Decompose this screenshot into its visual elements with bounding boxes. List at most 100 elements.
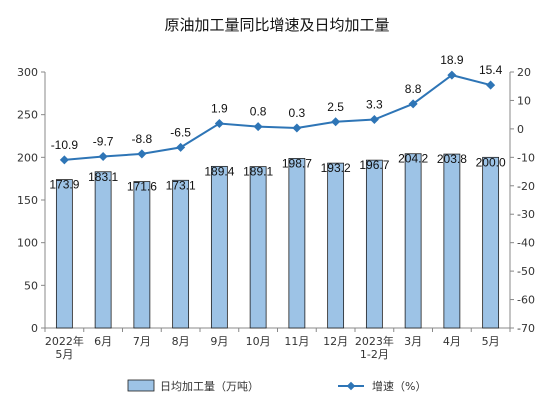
line-point-marker [137, 149, 147, 159]
bar-data-label: 173.9 [49, 178, 79, 192]
x-axis-tick-label: 7月 [133, 335, 151, 348]
x-axis-tick-label-line: 2023年 [355, 334, 394, 348]
line-data-label: 8.8 [405, 82, 422, 96]
line-data-label: -8.8 [132, 132, 153, 146]
bar [249, 166, 267, 329]
line-data-label: 3.3 [366, 98, 383, 112]
line-data-label: 0.8 [250, 105, 267, 119]
line-point-marker [98, 151, 108, 162]
chart-title: 原油加工量同比增速及日均加工量 [164, 16, 389, 34]
x-axis-tick-label: 4月 [443, 335, 461, 348]
left-axis-tick-label: 150 [17, 194, 38, 207]
bar-data-label: 189.4 [204, 164, 234, 178]
line-data-label: 18.9 [440, 53, 464, 67]
plot-frame [44, 72, 511, 329]
right-axis-tick-label: -30 [517, 208, 535, 221]
right-axis: 20 10 0 -10 -20 -30 -40 -50 -60 -70 [510, 66, 535, 335]
bar-data-label: 189.1 [243, 165, 273, 179]
left-axis-tick-label: 50 [24, 279, 38, 292]
line-point-marker [486, 80, 496, 90]
x-axis-tick-label: 3月 [404, 335, 422, 348]
x-axis-tick-label: 5月 [482, 335, 500, 348]
bar [172, 179, 190, 329]
x-axis-tick-label-line: 9月 [210, 335, 228, 348]
x-axis-tick-label: 9月 [210, 335, 228, 348]
line-series [59, 70, 496, 165]
x-axis-tick-label: 8月 [172, 335, 190, 348]
legend-bar-label: 日均加工量（万吨） [160, 380, 259, 393]
x-axis-tick-label: 12月 [323, 335, 348, 348]
line-point-marker [59, 155, 69, 165]
line-data-labels: -10.9 -9.7 -8.8 -6.5 1.9 0.8 0.3 2.5 3.3 8.8 18.9 1… [51, 53, 503, 152]
bar-data-label: 196.7 [359, 158, 389, 172]
left-axis-tick-label: 0 [31, 322, 38, 335]
bar-data-labels: 173.9 183.1 171.6 173.1 189.4 189.1 198.7 193.2… [49, 152, 506, 194]
bar [55, 179, 73, 329]
x-axis-tick-label-line: 2022年 [45, 334, 84, 348]
bar-data-label: 173.1 [166, 178, 196, 192]
x-axis-tick-label-line: 12月 [323, 335, 348, 348]
bar [482, 156, 500, 329]
x-axis-tick-label-line: 1-2月 [360, 348, 389, 361]
right-axis-tick-label: -70 [517, 322, 535, 335]
line-data-label: -10.9 [51, 138, 79, 152]
x-axis-tick-label-line: 5月 [55, 348, 73, 361]
bar-data-label: 198.7 [282, 156, 312, 170]
line-data-label: 2.5 [327, 100, 344, 114]
right-axis-tick-label: -10 [517, 151, 535, 164]
x-axis-tick-label-line: 11月 [284, 335, 309, 348]
line-data-label: 1.9 [211, 101, 228, 115]
bar-data-label: 193.2 [321, 161, 351, 175]
bar [443, 153, 461, 329]
x-axis-tick-label-line: 7月 [133, 335, 151, 348]
legend-line-marker [346, 381, 356, 391]
right-axis-tick-label: -50 [517, 265, 535, 278]
bar [404, 153, 422, 329]
bar [133, 181, 151, 329]
line-point-marker [176, 142, 186, 152]
growth-line [64, 74, 491, 161]
right-axis-tick-label: 0 [517, 123, 524, 136]
line-point-marker [214, 118, 224, 129]
legend-bar-swatch [127, 379, 155, 392]
x-axis-tick-label-line: 10月 [246, 335, 271, 348]
bar-data-label: 203.8 [437, 152, 467, 166]
line-point-marker [331, 117, 341, 127]
x-axis-tick-label-line: 6月 [94, 335, 112, 348]
x-axis-tick-label-line: 8月 [172, 335, 190, 348]
left-axis-tick-label: 250 [17, 109, 38, 122]
right-axis-tick-label: 10 [517, 94, 531, 107]
left-axis-tick-label: 100 [17, 237, 38, 250]
right-axis-tick-label: 20 [517, 66, 531, 79]
right-axis-tick-label: -60 [517, 294, 535, 307]
x-axis-tick-label: 2022年 5月 [45, 334, 84, 361]
line-point-marker [369, 114, 379, 125]
bar [210, 165, 228, 329]
legend-line-label: 增速（%） [372, 379, 426, 393]
bar-data-label: 204.2 [398, 152, 428, 166]
line-data-label: 0.3 [289, 106, 306, 120]
right-axis-tick-label: -40 [517, 237, 535, 250]
x-axis-tick-label-line: 3月 [404, 335, 422, 348]
bar-data-label: 200.0 [476, 155, 506, 169]
line-data-label: -6.5 [170, 125, 191, 139]
x-axis-tick-label-line: 4月 [443, 335, 461, 348]
legend: 日均加工量（万吨） 增速（%） [127, 379, 426, 393]
line-data-label: -9.7 [93, 134, 114, 148]
left-axis: 0 50 100 150 200 250 300 [17, 66, 45, 335]
right-axis-tick-label: -20 [517, 180, 535, 193]
line-point-marker [253, 122, 263, 132]
bar-data-label: 171.6 [127, 180, 157, 194]
bar [94, 171, 112, 329]
x-axis-tick-label: 10月 [246, 335, 271, 348]
bar-data-label: 183.1 [88, 170, 118, 184]
line-data-label: 15.4 [479, 63, 503, 77]
left-axis-tick-label: 300 [17, 66, 38, 79]
left-axis-tick-label: 200 [17, 151, 38, 164]
x-axis-tick-label: 6月 [94, 335, 112, 348]
line-point-marker [292, 123, 302, 133]
x-axis-tick-label: 2023年 1-2月 [355, 334, 394, 361]
